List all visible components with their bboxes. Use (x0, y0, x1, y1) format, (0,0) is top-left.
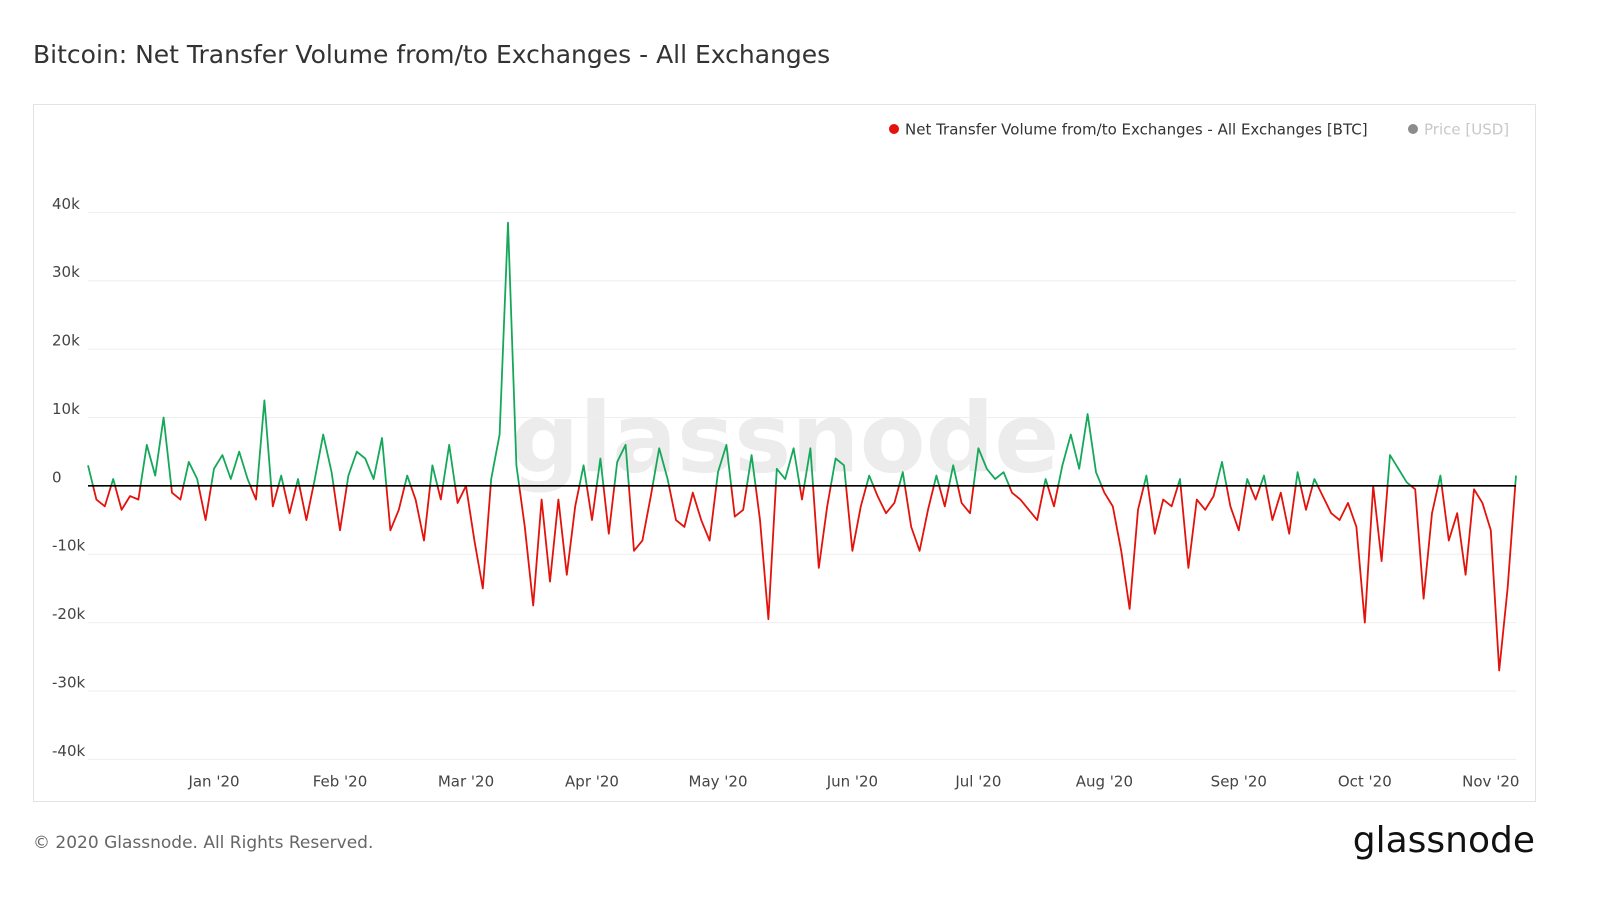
y-tick-label: -40k (52, 742, 85, 760)
y-tick-label: 20k (52, 332, 80, 350)
plot-frame (33, 104, 1536, 802)
chart-title: Bitcoin: Net Transfer Volume from/to Exc… (33, 40, 830, 69)
x-tick-label: Jun '20 (826, 773, 878, 791)
footer: © 2020 Glassnode. All Rights Reserved. (33, 833, 373, 853)
x-tick-label: Sep '20 (1211, 773, 1267, 791)
line-positive (87, 221, 1517, 486)
y-tick-label: -10k (52, 537, 85, 555)
y-tick-label: 0 (52, 468, 62, 486)
logo: glassnode (1353, 820, 1535, 861)
y-tick-label: 30k (52, 263, 80, 281)
x-tick-label: May '20 (689, 773, 748, 791)
x-tick-label: Feb '20 (313, 773, 368, 791)
x-tick-label: Jul '20 (954, 773, 1001, 791)
legend-dot (1408, 124, 1418, 134)
legend-label: Price [USD] (1424, 121, 1509, 139)
legend-label: Net Transfer Volume from/to Exchanges - … (905, 121, 1368, 139)
y-tick-label: 40k (52, 195, 80, 213)
x-tick-label: Jan '20 (187, 773, 239, 791)
y-tick-label: -30k (52, 673, 85, 691)
line-negative (92, 485, 1517, 672)
x-tick-label: Mar '20 (438, 773, 494, 791)
x-tick-label: Oct '20 (1338, 773, 1392, 791)
y-tick-label: -20k (52, 605, 85, 623)
x-tick-label: Aug '20 (1076, 773, 1133, 791)
legend-dot (889, 124, 899, 134)
y-tick-label: 10k (52, 400, 80, 418)
x-tick-label: Apr '20 (565, 773, 619, 791)
x-tick-label: Nov '20 (1462, 773, 1519, 791)
